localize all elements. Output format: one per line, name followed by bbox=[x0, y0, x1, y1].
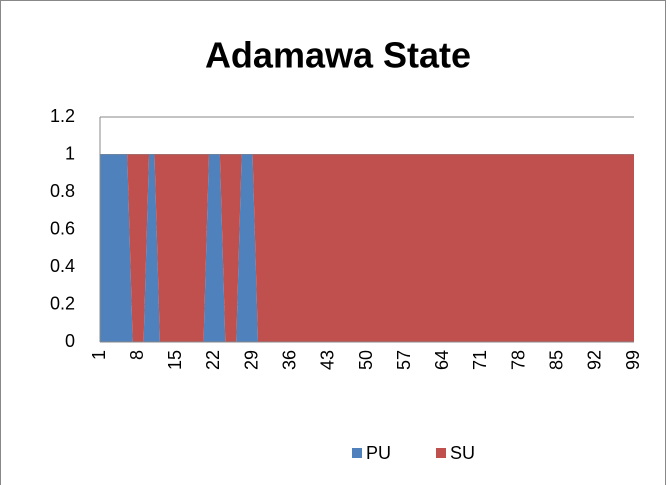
y-tick-label: 1.2 bbox=[50, 106, 75, 126]
x-tick-label: 50 bbox=[356, 350, 376, 370]
y-tick-label: 0.8 bbox=[50, 181, 75, 201]
x-tick-label: 71 bbox=[470, 350, 490, 370]
x-tick-label: 15 bbox=[165, 350, 185, 370]
x-tick-label: 8 bbox=[127, 350, 147, 360]
x-tick-label: 78 bbox=[508, 350, 528, 370]
x-tick-label: 36 bbox=[279, 350, 299, 370]
area bbox=[100, 154, 634, 342]
y-tick-label: 0.2 bbox=[50, 293, 75, 313]
legend-label: SU bbox=[450, 443, 475, 463]
x-tick-label: 92 bbox=[585, 350, 605, 370]
x-tick-label: 22 bbox=[203, 350, 223, 370]
area bbox=[100, 154, 634, 342]
chart-title: Adamawa State bbox=[205, 35, 471, 76]
x-tick-label: 1 bbox=[89, 350, 109, 360]
x-tick-label: 99 bbox=[623, 350, 643, 370]
x-tick-label: 57 bbox=[394, 350, 414, 370]
x-tick-label: 29 bbox=[241, 350, 261, 370]
x-tick-label: 64 bbox=[432, 350, 452, 370]
y-tick-label: 0 bbox=[65, 331, 75, 351]
x-tick-label: 43 bbox=[318, 350, 338, 370]
legend-label: PU bbox=[366, 443, 391, 463]
legend-swatch bbox=[436, 448, 446, 458]
x-tick-label: 85 bbox=[546, 350, 566, 370]
y-tick-label: 0.4 bbox=[50, 256, 75, 276]
y-tick-label: 0.6 bbox=[50, 218, 75, 238]
legend-swatch bbox=[352, 448, 362, 458]
y-tick-label: 1 bbox=[65, 143, 75, 163]
